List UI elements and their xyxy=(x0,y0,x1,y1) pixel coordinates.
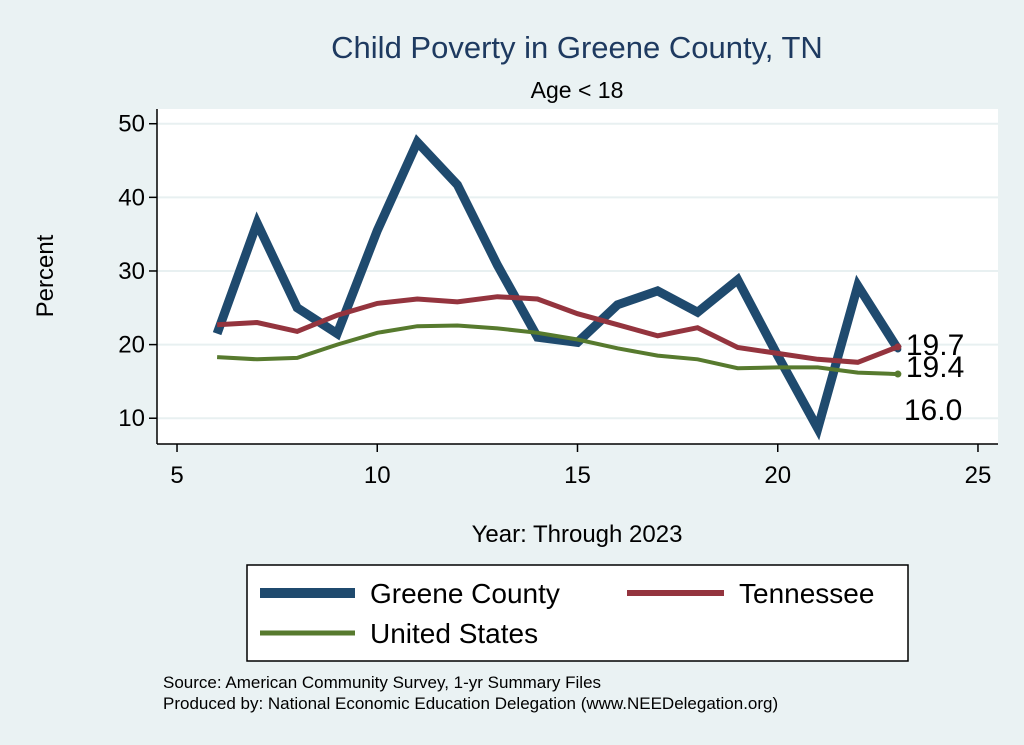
x-tick-label: 15 xyxy=(564,462,591,489)
legend: Greene County Tennessee United States xyxy=(246,564,909,662)
x-tick-label: 20 xyxy=(764,462,791,489)
chart-subtitle: Age < 18 xyxy=(531,77,624,103)
end-label-value: 19.4 xyxy=(906,351,964,384)
series-group xyxy=(212,134,902,441)
end-point-marker xyxy=(894,370,902,378)
end-label-value: 19.7 xyxy=(906,329,964,362)
end-label-value: 16.0 xyxy=(904,394,962,427)
axes: 10 20 30 40 50 5 10 15 20 25 xyxy=(118,109,998,489)
x-axis-label: Year: Through 2023 xyxy=(472,521,683,548)
legend-label-united-states: United States xyxy=(370,618,538,649)
end-labels: 19.419.7 16.0 xyxy=(904,329,964,427)
legend-box xyxy=(246,564,909,662)
legend-label-greene-county: Greene County xyxy=(370,578,560,609)
legend-label-tennessee: Tennessee xyxy=(739,578,874,609)
x-tick-label: 10 xyxy=(364,462,391,489)
y-tick-label: 40 xyxy=(118,184,145,211)
producer-note: Produced by: National Economic Education… xyxy=(163,694,778,713)
x-tick-label: 25 xyxy=(965,462,992,489)
series-line-tennessee xyxy=(216,294,899,365)
series-line-united-states xyxy=(216,323,898,377)
source-note: Source: American Community Survey, 1-yr … xyxy=(163,673,601,692)
plot-area xyxy=(157,109,998,444)
y-tick-label: 20 xyxy=(118,332,145,359)
y-tick-label: 10 xyxy=(118,405,145,432)
y-axis-label: Percent xyxy=(32,234,59,317)
chart-title: Child Poverty in Greene County, TN xyxy=(331,30,823,65)
y-tick-label: 30 xyxy=(118,258,145,285)
end-point-marker xyxy=(894,343,902,351)
x-tick-label: 5 xyxy=(170,462,183,489)
y-tick-label: 50 xyxy=(118,111,145,138)
